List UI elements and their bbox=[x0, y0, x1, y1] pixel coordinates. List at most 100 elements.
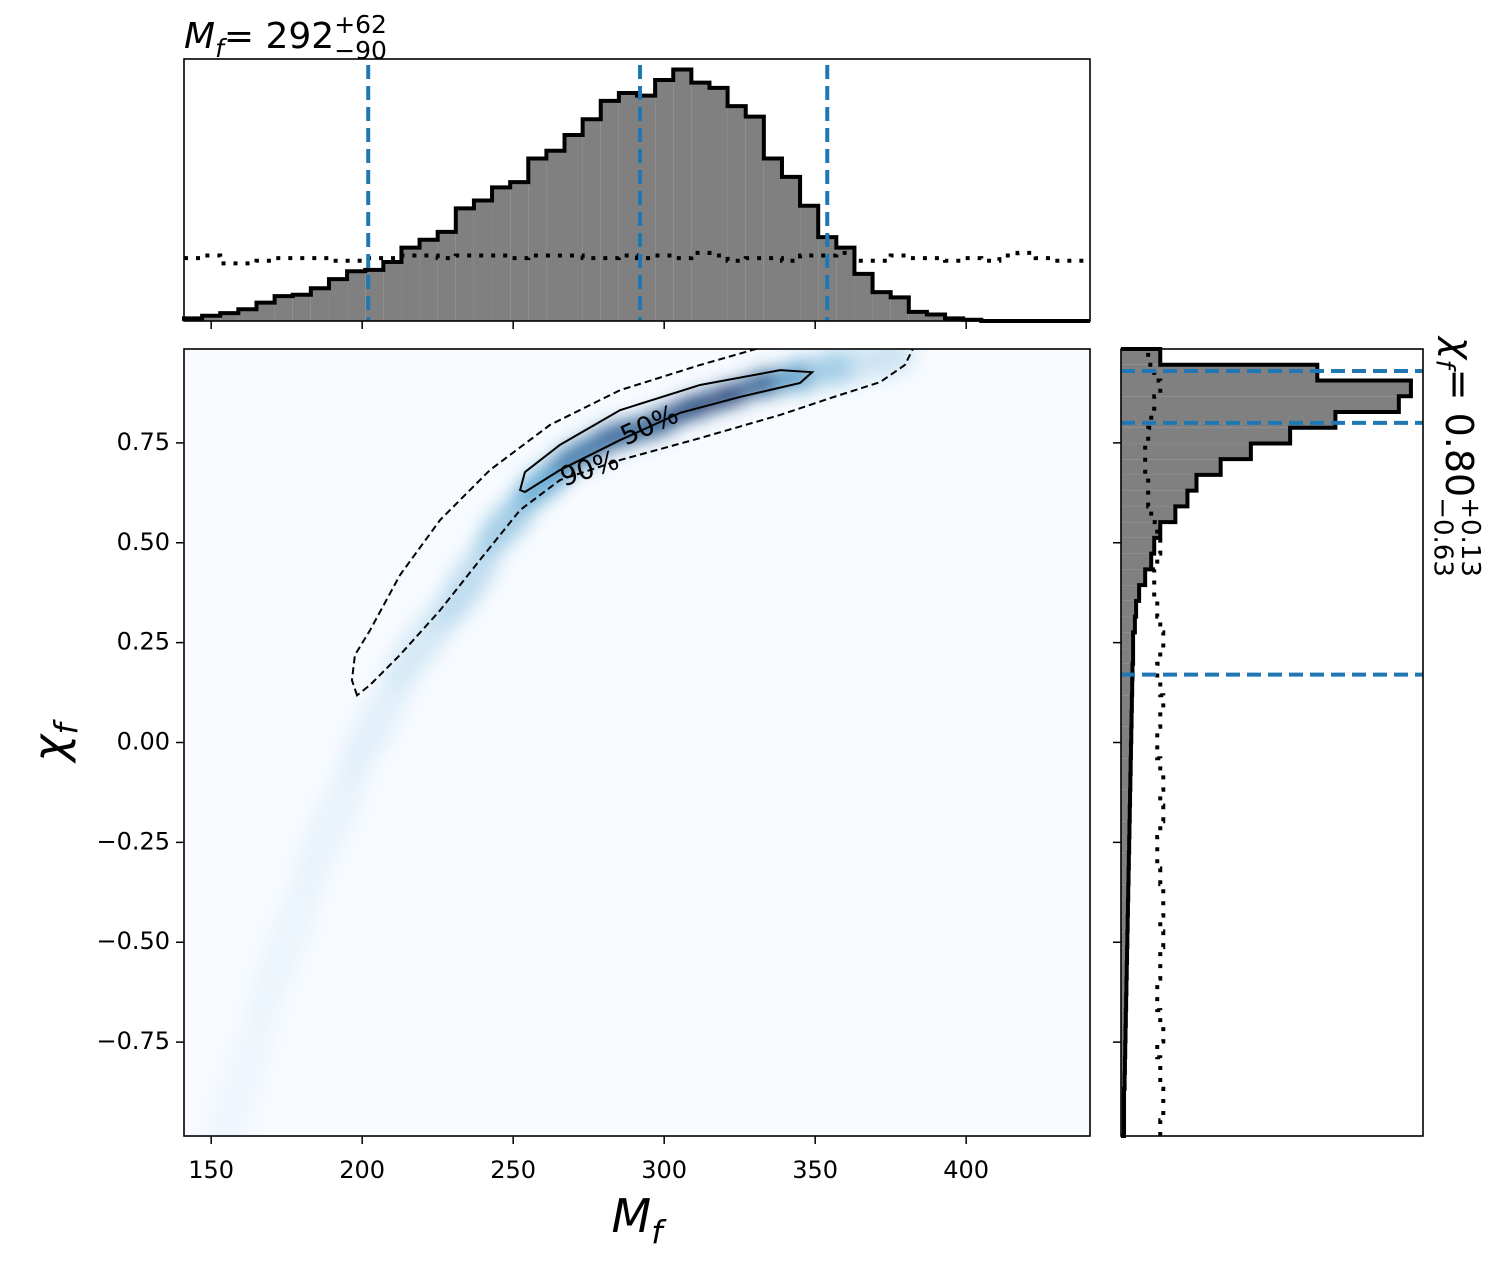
histogram-bar bbox=[1121, 1041, 1126, 1058]
histogram-bar bbox=[1121, 396, 1399, 412]
x-tick-label: 150 bbox=[188, 1156, 234, 1184]
x-tick-label: 350 bbox=[792, 1156, 838, 1184]
x-tick-label: 200 bbox=[339, 1156, 385, 1184]
histogram-bar bbox=[926, 314, 946, 321]
histogram-bar bbox=[1121, 663, 1133, 680]
contour bbox=[518, 369, 815, 494]
histogram-bar bbox=[1121, 537, 1155, 554]
histogram-bar bbox=[582, 119, 601, 321]
histogram-bar bbox=[1121, 1010, 1126, 1026]
title-part: −90 bbox=[334, 36, 387, 65]
histogram-bar bbox=[292, 294, 311, 321]
histogram-bar bbox=[673, 69, 692, 321]
histogram-bar bbox=[256, 302, 275, 321]
title-part: +62 bbox=[334, 10, 387, 39]
y-tick-label: 0.50 bbox=[117, 528, 170, 556]
histogram-bar bbox=[1121, 648, 1134, 664]
side-title-part: −0.63 bbox=[1428, 497, 1458, 577]
contour bbox=[350, 349, 914, 698]
histogram-bar bbox=[908, 311, 927, 321]
histogram-bar bbox=[1121, 899, 1128, 916]
x-tick-label: 400 bbox=[943, 1156, 989, 1184]
histogram-bar bbox=[1121, 553, 1152, 570]
histogram-bar bbox=[1121, 711, 1132, 727]
histogram-bar bbox=[1121, 931, 1128, 948]
histogram-bar bbox=[1121, 679, 1133, 696]
histogram-bar bbox=[1121, 726, 1132, 743]
histogram-bar bbox=[1121, 962, 1127, 979]
panel-frame bbox=[183, 348, 1091, 1137]
histogram-bar bbox=[1121, 758, 1131, 774]
histogram-bar bbox=[220, 313, 239, 321]
histogram-bar bbox=[1121, 947, 1128, 963]
histogram-bar bbox=[1121, 852, 1129, 869]
histogram-bar bbox=[310, 288, 329, 321]
histogram-bar bbox=[1121, 805, 1130, 822]
histogram-bar bbox=[1121, 443, 1251, 460]
histogram-bar bbox=[1121, 427, 1291, 444]
histogram-bar bbox=[455, 208, 474, 321]
histogram-bar bbox=[1121, 411, 1336, 428]
histogram-bar bbox=[328, 279, 348, 321]
histogram-bar bbox=[854, 273, 873, 321]
y-tick-label: −0.25 bbox=[96, 827, 170, 855]
histogram-bar bbox=[1121, 569, 1146, 586]
density-cell bbox=[433, 533, 503, 632]
histogram-bar bbox=[1121, 773, 1131, 790]
histogram-bar bbox=[1121, 522, 1161, 538]
histogram-bar bbox=[1121, 1025, 1126, 1042]
y-tick-label: −0.75 bbox=[96, 1027, 170, 1055]
histogram-bar bbox=[1121, 915, 1128, 932]
histogram bbox=[1121, 347, 1423, 1138]
reference-histogram bbox=[1143, 349, 1166, 1136]
histogram-bar bbox=[1121, 474, 1197, 491]
histogram-bar bbox=[745, 116, 764, 321]
histogram-bar bbox=[1121, 616, 1135, 633]
histogram-bar bbox=[691, 82, 710, 321]
side-title: χf = 0.80+0.13−0.63 bbox=[1428, 335, 1485, 577]
density-background bbox=[184, 349, 1090, 1136]
histogram-bar bbox=[1121, 821, 1130, 837]
histogram-bar bbox=[1121, 868, 1129, 885]
histogram-bar bbox=[383, 262, 402, 321]
histogram-outline bbox=[1121, 347, 1413, 1138]
y-tick-label: 0.25 bbox=[117, 628, 170, 656]
histogram-bar bbox=[800, 205, 819, 321]
histogram-bar bbox=[1121, 459, 1221, 475]
histogram-bar bbox=[1121, 349, 1161, 365]
reference-histogram bbox=[184, 250, 1090, 266]
histogram-bar bbox=[727, 106, 746, 321]
histogram-bar bbox=[600, 100, 619, 321]
histogram-bar bbox=[1121, 380, 1411, 397]
side-title-part: +0.13 bbox=[1455, 497, 1485, 577]
histogram-bar bbox=[492, 187, 511, 321]
histogram-bar bbox=[347, 271, 366, 321]
histogram-bar bbox=[274, 296, 293, 321]
histogram-bar bbox=[655, 79, 674, 322]
histogram-bar bbox=[618, 93, 637, 321]
y-axis-label-part: χ bbox=[23, 733, 77, 765]
y-tick-label: 0.00 bbox=[117, 728, 170, 756]
histogram-bar bbox=[1121, 742, 1131, 759]
histogram-bar bbox=[836, 247, 855, 321]
panel-frame bbox=[183, 58, 1091, 322]
density-layer bbox=[200, 349, 916, 1136]
histogram-bar bbox=[419, 239, 438, 321]
x-axis-label-part: M bbox=[612, 1189, 652, 1243]
histogram-bar bbox=[238, 309, 257, 321]
side-title-part: χ bbox=[1437, 335, 1481, 361]
histogram-bar bbox=[1121, 884, 1129, 900]
histogram-bar bbox=[763, 158, 782, 321]
title-part: M bbox=[184, 16, 215, 57]
histogram-bar bbox=[1121, 490, 1188, 507]
histogram-bar bbox=[1121, 364, 1318, 381]
histogram-bar bbox=[401, 247, 420, 321]
histogram-bar bbox=[1121, 506, 1176, 523]
histogram-bar bbox=[437, 231, 456, 321]
histogram-bar bbox=[1121, 695, 1132, 712]
histogram-bar bbox=[510, 182, 529, 321]
histogram-bar bbox=[202, 315, 221, 321]
histogram-bar bbox=[890, 297, 909, 321]
